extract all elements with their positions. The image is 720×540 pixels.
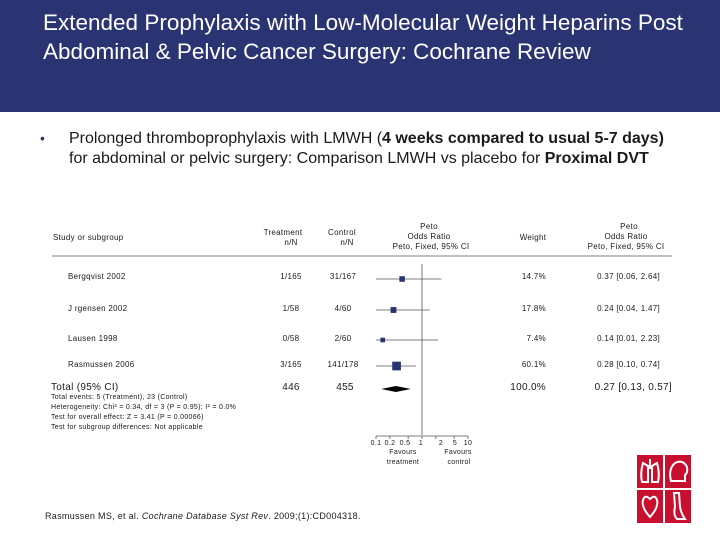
study-name: Bergqvist 2002 xyxy=(68,272,126,281)
study-weight: 17.8% xyxy=(521,304,546,313)
header-weight: Weight xyxy=(519,233,547,242)
study-control: 141/178 xyxy=(327,360,359,369)
total-diamond xyxy=(381,386,411,392)
bullet-text: Prolonged thromboprophylaxis with LMWH (… xyxy=(69,129,674,169)
header-or-label: Odds Ratio xyxy=(407,232,451,241)
citation-authors: Rasmussen MS, et al. xyxy=(45,511,142,521)
favours-right-label: control xyxy=(447,459,471,466)
header-treatment-unit: n/N xyxy=(284,238,298,247)
slide-title: Extended Prophylaxis with Low-Molecular … xyxy=(43,10,683,64)
bullet-bold-part: Proximal DVT xyxy=(544,150,649,167)
favours-right-label: Favours xyxy=(444,449,472,456)
header-or2-label: Odds Ratio xyxy=(604,232,648,241)
total-treatment: 446 xyxy=(282,382,300,393)
medical-organs-logo xyxy=(637,455,691,523)
bullet-text-part: Prolonged thromboprophylaxis with LMWH ( xyxy=(69,130,383,147)
citation-journal: Cochrane Database Syst Rev xyxy=(141,511,269,521)
header-or2-peto: Peto xyxy=(620,222,638,231)
axis-tick-label: 0.5 xyxy=(399,440,411,447)
study-treatment: 1/58 xyxy=(282,304,300,313)
study-weight: 60.1% xyxy=(521,360,546,369)
header-control-unit: n/N xyxy=(340,238,354,247)
header-or-peto: Peto xyxy=(420,222,438,231)
leg-icon xyxy=(665,490,691,523)
study-control: 31/167 xyxy=(329,272,357,281)
bullet-text-part: for abdominal or pelvic surgery: Compari… xyxy=(69,150,545,167)
study-name: Lausen 1998 xyxy=(68,334,118,343)
title-banner xyxy=(0,0,720,112)
bullet-marker: • xyxy=(40,130,45,146)
header-control: Control xyxy=(328,228,356,237)
header-or2-method: Peto, Fixed, 95% CI xyxy=(587,242,665,251)
total-weight: 100.0% xyxy=(510,382,546,393)
study-ci: 0.28 [0.10, 0.74] xyxy=(597,360,660,369)
study-weight: 7.4% xyxy=(526,334,546,343)
citation: Rasmussen MS, et al. Cochrane Database S… xyxy=(45,511,361,521)
citation-details: . 2009;(1):CD004318. xyxy=(268,511,361,521)
total-label: Total (95% CI) xyxy=(51,382,119,393)
study-ci: 0.14 [0.01, 2.23] xyxy=(597,334,660,343)
study-treatment: 0/58 xyxy=(282,334,300,343)
study-treatment: 1/165 xyxy=(280,272,302,281)
estimate-marker xyxy=(390,307,397,313)
axis-tick-label: 0.2 xyxy=(384,440,396,447)
bullet-bold-part: 4 weeks compared to usual 5-7 days) xyxy=(382,130,664,147)
favours-left-label: treatment xyxy=(386,459,420,466)
study-treatment: 3/165 xyxy=(280,360,302,369)
estimate-marker xyxy=(399,276,405,282)
footnote: Test for overall effect: Z = 3.41 (P = 0… xyxy=(51,414,204,421)
study-name: Rasmussen 2006 xyxy=(68,360,135,369)
footnote: Heterogeneity: Chi² = 0.34, df = 3 (P = … xyxy=(51,404,237,411)
footnote: Test for subgroup differences: Not appli… xyxy=(51,424,203,431)
study-control: 2/60 xyxy=(334,334,352,343)
estimate-marker xyxy=(392,361,401,371)
footnote: Total events: 5 (Treatment), 23 (Control… xyxy=(51,394,188,401)
axis-tick-label: 2 xyxy=(438,440,444,447)
study-ci: 0.24 [0.04, 1.47] xyxy=(597,304,660,313)
favours-left-label: Favours xyxy=(389,449,417,456)
estimate-marker xyxy=(380,337,386,343)
header-or-method: Peto, Fixed, 95% CI xyxy=(392,242,470,251)
total-control: 455 xyxy=(336,382,354,393)
study-weight: 14.7% xyxy=(521,272,546,281)
header-study: Study or subgroup xyxy=(53,233,124,242)
study-control: 4/60 xyxy=(334,304,352,313)
total-ci: 0.27 [0.13, 0.57] xyxy=(594,382,672,393)
axis-tick-label: 5 xyxy=(452,440,458,447)
header-treatment: Treatment xyxy=(263,228,303,237)
axis-tick-label: 0.1 xyxy=(370,440,382,447)
study-ci: 0.37 [0.06, 2.64] xyxy=(597,272,660,281)
study-name: J rgensen 2002 xyxy=(68,304,128,313)
axis-tick-label: 10 xyxy=(463,440,473,447)
axis-tick-label: 1 xyxy=(418,440,424,447)
